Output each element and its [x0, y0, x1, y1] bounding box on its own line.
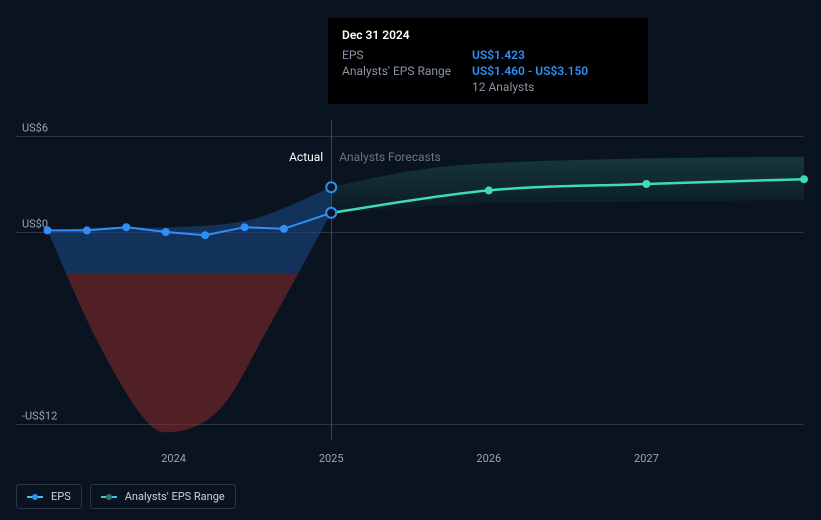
actual-eps-range-band: [48, 187, 332, 432]
data-point[interactable]: [326, 182, 336, 192]
data-point[interactable]: [800, 175, 808, 183]
legend-label: Analysts' EPS Range: [125, 490, 225, 503]
tooltip-row: EPSUS$1.423: [342, 48, 634, 62]
chart-legend: EPS Analysts' EPS Range: [16, 484, 236, 509]
x-axis-label: 2027: [634, 452, 659, 465]
eps-chart[interactable]: US$6US$0-US$122024202520262027ActualAnal…: [16, 120, 804, 440]
chart-tooltip: Dec 31 2024 EPSUS$1.423Analysts' EPS Ran…: [328, 18, 648, 104]
legend-swatch-icon: [27, 493, 43, 501]
data-point[interactable]: [485, 186, 493, 194]
tooltip-row: Analysts' EPS RangeUS$1.460 - US$3.150: [342, 64, 634, 78]
tooltip-row-key: Analysts' EPS Range: [342, 64, 472, 78]
data-point[interactable]: [201, 231, 209, 239]
legend-label: EPS: [51, 490, 71, 503]
data-point[interactable]: [241, 223, 249, 231]
data-point[interactable]: [162, 228, 170, 236]
x-axis-label: 2025: [319, 452, 344, 465]
forecast-eps-range-band: [331, 157, 804, 213]
tooltip-row-value: US$1.460 - US$3.150: [472, 64, 588, 78]
data-point[interactable]: [280, 225, 288, 233]
tooltip-row-value: US$1.423: [472, 48, 525, 62]
data-point[interactable]: [122, 223, 130, 231]
tooltip-analysts-count: 12 Analysts: [472, 80, 634, 94]
data-point[interactable]: [642, 180, 650, 188]
legend-swatch-icon: [101, 493, 117, 501]
legend-item[interactable]: Analysts' EPS Range: [90, 484, 236, 509]
data-point[interactable]: [83, 226, 91, 234]
x-axis-label: 2024: [161, 452, 186, 465]
data-point[interactable]: [44, 226, 52, 234]
data-point[interactable]: [326, 208, 336, 218]
tooltip-row-key: EPS: [342, 48, 472, 62]
x-axis-label: 2026: [476, 452, 501, 465]
legend-item[interactable]: EPS: [16, 484, 82, 509]
tooltip-date: Dec 31 2024: [342, 28, 634, 42]
chart-svg: [16, 120, 804, 440]
